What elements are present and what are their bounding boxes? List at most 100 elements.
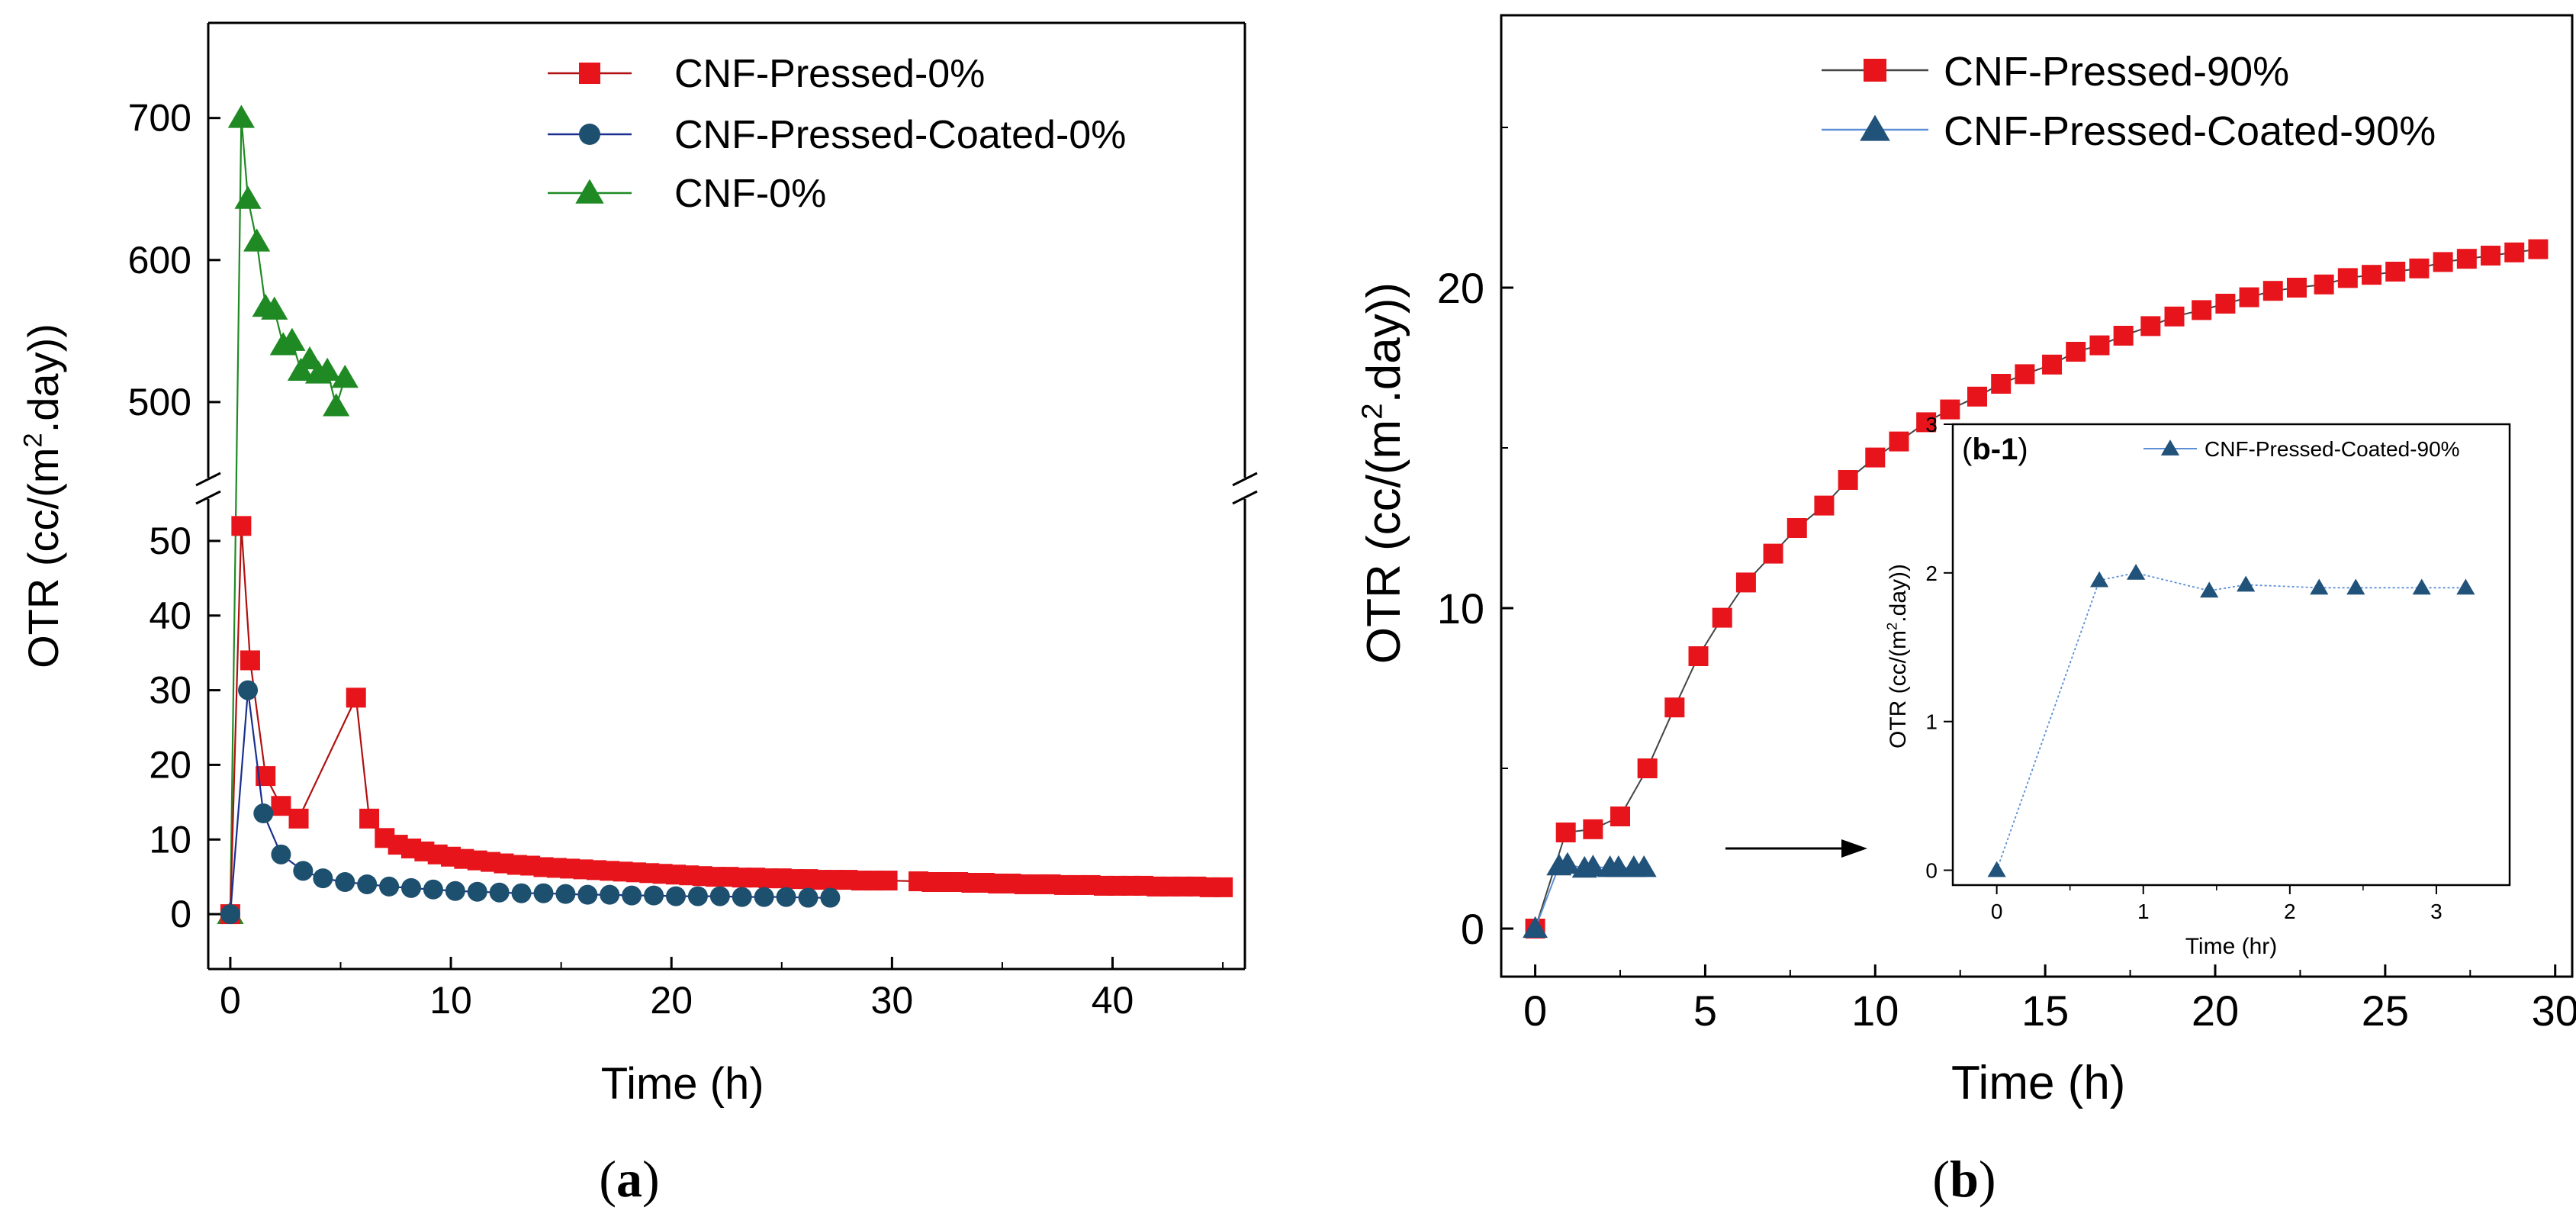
data-point-CNF-Pressed-Coated-0%-25 — [754, 887, 774, 907]
legend-marker-CNF-0% — [575, 179, 604, 204]
y-tick-label-b: 20 — [1437, 264, 1484, 312]
data-point-CNF-Pressed-90%-16 — [1940, 399, 1960, 420]
inset-data-point-4 — [2237, 575, 2256, 592]
data-point-CNF-Pressed-90%-21 — [2066, 342, 2086, 362]
data-point-CNF-Pressed-90%-14 — [1889, 431, 1909, 452]
data-point-CNF-Pressed-Coated-0%-7 — [357, 874, 378, 894]
x-tick-label-a: 10 — [429, 979, 472, 1022]
data-point-CNF-Pressed-Coated-0%-11 — [445, 881, 465, 901]
data-point-CNF-Pressed-0%-46 — [877, 871, 898, 891]
inset-panel-label: (b-1) — [1962, 433, 2028, 466]
y-axis-title-b-pre: OTR (cc/(m — [1358, 420, 1410, 664]
data-point-CNF-Pressed-90%-2 — [1583, 819, 1603, 839]
data-point-CNF-Pressed-0%-6 — [346, 687, 366, 708]
inset-y-tick-label: 3 — [1925, 413, 1938, 436]
y-tick-label-a: 30 — [149, 669, 191, 712]
data-point-CNF-Pressed-90%-34 — [2385, 262, 2406, 282]
inset-y-tick-label: 2 — [1925, 562, 1938, 585]
data-point-CNF-Pressed-90%-18 — [1991, 374, 2012, 394]
data-point-CNF-0%-9 — [296, 346, 323, 370]
caption-b-close: ) — [1979, 1150, 1996, 1208]
legend-marker-CNF-Pressed-Coated-0% — [579, 124, 600, 145]
inset-y-axis-title-post: .day)) — [1886, 564, 1911, 623]
data-point-CNF-Pressed-Coated-0%-9 — [401, 877, 422, 898]
data-point-CNF-Pressed-Coated-0%-3 — [271, 844, 291, 864]
caption-a-open: ( — [599, 1150, 616, 1208]
data-point-CNF-Pressed-90%-38 — [2481, 246, 2501, 266]
data-point-CNF-Pressed-Coated-0%-12 — [467, 881, 487, 902]
data-point-CNF-Pressed-90%-39 — [2504, 242, 2525, 262]
data-point-CNF-Pressed-90%-37 — [2456, 249, 2477, 269]
inset-x-tick-label: 3 — [2430, 900, 2443, 923]
data-point-CNF-Pressed-90%-8 — [1735, 572, 1756, 593]
data-point-CNF-Pressed-90%-10 — [1786, 518, 1807, 538]
data-point-CNF-0%-11 — [314, 357, 341, 381]
y-axis-title-a: OTR (cc/(m2.day)) — [19, 324, 67, 668]
data-point-CNF-Pressed-90%-35 — [2409, 258, 2430, 278]
data-point-CNF-Pressed-90%-28 — [2239, 287, 2259, 307]
data-point-CNF-Pressed-Coated-90%-2 — [1555, 852, 1581, 874]
inset-data-point-8 — [2456, 578, 2475, 595]
legend-label-CNF-0%: CNF-0% — [674, 172, 826, 216]
data-point-CNF-Pressed-0%-1 — [231, 516, 252, 536]
x-tick-label-b: 25 — [2362, 987, 2409, 1035]
data-point-CNF-Pressed-Coated-0%-16 — [555, 884, 576, 904]
data-point-CNF-Pressed-90%-12 — [1838, 470, 1858, 490]
x-tick-label-a: 30 — [871, 979, 914, 1022]
y-axis-title-b: OTR (cc/(m2.day)) — [1356, 282, 1410, 664]
x-tick-label-b: 30 — [2532, 987, 2576, 1035]
data-point-CNF-Pressed-90%-23 — [2113, 326, 2134, 346]
x-tick-label-a: 40 — [1092, 979, 1134, 1022]
inset-frame — [1951, 423, 2511, 887]
axis-break-mark-right-1 — [1232, 472, 1258, 487]
axis-break-mark-left-2 — [195, 490, 221, 505]
data-point-CNF-Pressed-90%-40 — [2528, 239, 2549, 259]
x-axis-title-a: Time (h) — [601, 1059, 764, 1109]
inset-legend-marker — [2160, 439, 2180, 456]
data-point-CNF-Pressed-90%-20 — [2042, 354, 2063, 375]
frame-b — [1500, 14, 2574, 978]
data-point-CNF-Pressed-Coated-0%-26 — [776, 887, 796, 907]
data-point-CNF-0%-7 — [278, 327, 306, 351]
data-point-CNF-Pressed-Coated-0%-0 — [220, 904, 240, 925]
data-point-CNF-Pressed-Coated-0%-5 — [313, 868, 333, 889]
data-point-CNF-Pressed-Coated-0%-8 — [379, 876, 400, 897]
inset-x-tick-label: 0 — [1991, 900, 2003, 923]
data-point-CNF-Pressed-Coated-90%-4 — [1580, 855, 1606, 877]
axis-break-mark-right-2 — [1232, 490, 1258, 505]
inset-y-axis-title-sup: 2 — [1884, 623, 1900, 630]
data-point-CNF-Pressed-90%-4 — [1637, 758, 1658, 778]
y-tick-label-a: 10 — [149, 818, 191, 861]
data-point-CNF-Pressed-90%-25 — [2164, 306, 2185, 327]
y-tick-label-a: 700 — [128, 97, 191, 140]
data-point-CNF-Pressed-Coated-0%-14 — [511, 883, 532, 903]
data-point-CNF-Pressed-90%-24 — [2140, 316, 2161, 336]
y-axis-title-a-sup: 2 — [19, 433, 48, 447]
data-point-CNF-Pressed-Coated-0%-18 — [600, 884, 620, 905]
data-point-CNF-Pressed-Coated-0%-19 — [622, 885, 642, 906]
data-point-CNF-Pressed-90%-1 — [1555, 823, 1576, 842]
inset-data-point-5 — [2310, 578, 2329, 595]
x-tick-label-a: 0 — [220, 979, 241, 1022]
inset-y-tick-label: 0 — [1925, 859, 1938, 883]
legend-label-CNF-Pressed-90%: CNF-Pressed-90% — [1944, 49, 2289, 95]
inset-y-axis-title-pre: OTR (cc/(m — [1886, 630, 1911, 749]
panel-a-chart: 0 10 20 30 40 0 10 20 30 40 50 500 600 700 Time (h) OTR… — [19, 21, 1258, 1109]
x-tick-label-b: 0 — [1523, 987, 1547, 1035]
legend-marker-CNF-Pressed-Coated-90% — [1860, 114, 1890, 141]
data-point-CNF-Pressed-Coated-0%-24 — [732, 887, 752, 907]
data-point-CNF-Pressed-90%-6 — [1688, 646, 1709, 666]
inset-x-axis-title: Time (hr) — [2185, 934, 2278, 959]
data-point-CNF-Pressed-Coated-90%-0 — [1523, 916, 1548, 939]
y-axis-title-a-post: .day)) — [19, 324, 67, 433]
y-tick-label-a: 500 — [128, 381, 191, 423]
data-point-CNF-Pressed-0%-7 — [359, 808, 380, 829]
data-point-CNF-Pressed-Coated-90%-8 — [1631, 855, 1657, 877]
caption-b-open: ( — [1932, 1150, 1950, 1208]
x-axis-title-b: Time (h) — [1951, 1057, 2125, 1109]
x-tick-label-b: 10 — [1851, 987, 1899, 1035]
inset-y-axis-title: OTR (cc/(m2.day)) — [1884, 564, 1911, 749]
data-point-CNF-0%-13 — [331, 365, 359, 388]
data-point-CNF-Pressed-Coated-0%-10 — [423, 879, 443, 900]
